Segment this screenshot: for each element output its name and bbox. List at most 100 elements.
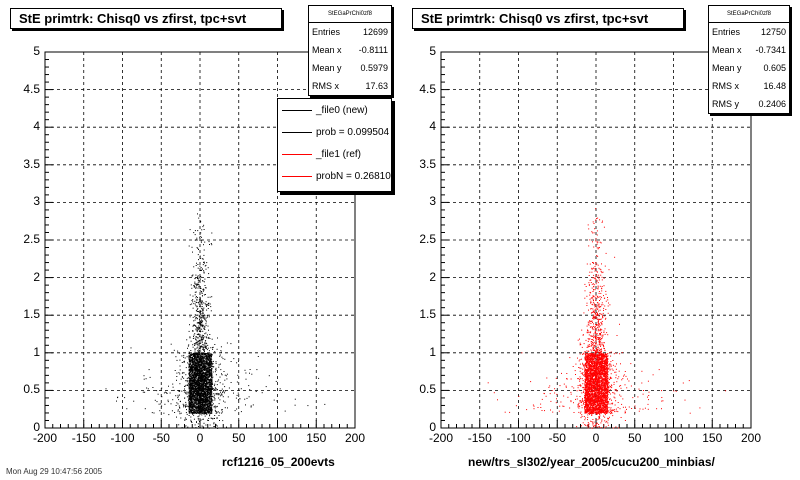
data-point bbox=[200, 346, 202, 348]
data-point bbox=[188, 362, 190, 364]
data-point bbox=[202, 377, 204, 379]
data-point bbox=[203, 391, 205, 393]
data-point bbox=[197, 419, 199, 421]
data-point bbox=[194, 282, 196, 284]
data-point bbox=[197, 364, 199, 366]
data-point bbox=[194, 408, 195, 410]
data-point bbox=[207, 392, 209, 394]
data-point bbox=[166, 392, 168, 394]
data-point bbox=[213, 385, 215, 387]
data-point bbox=[206, 364, 208, 366]
data-point bbox=[207, 384, 209, 386]
data-point bbox=[207, 267, 209, 269]
data-point bbox=[198, 280, 200, 282]
data-point bbox=[205, 264, 207, 266]
data-point bbox=[195, 374, 197, 376]
data-point bbox=[202, 396, 204, 397]
data-point bbox=[124, 382, 126, 384]
data-point bbox=[190, 402, 192, 404]
data-point bbox=[191, 395, 193, 397]
data-point bbox=[193, 390, 195, 392]
data-point bbox=[204, 318, 205, 320]
data-point bbox=[203, 317, 205, 319]
data-point bbox=[201, 369, 203, 371]
data-point bbox=[197, 353, 199, 355]
data-point bbox=[208, 396, 210, 397]
data-point bbox=[603, 408, 605, 410]
data-point bbox=[209, 366, 211, 368]
data-point bbox=[187, 392, 189, 394]
data-point bbox=[191, 359, 192, 361]
data-point bbox=[591, 364, 593, 366]
data-point bbox=[126, 408, 128, 410]
data-point bbox=[201, 300, 203, 302]
data-point bbox=[211, 378, 213, 380]
data-point bbox=[182, 372, 184, 374]
data-point bbox=[189, 374, 191, 376]
data-point bbox=[194, 333, 196, 335]
data-point bbox=[185, 391, 187, 393]
data-point bbox=[208, 412, 210, 414]
data-point bbox=[199, 330, 201, 331]
data-point bbox=[195, 412, 197, 414]
data-point bbox=[198, 333, 200, 335]
data-point bbox=[203, 413, 205, 415]
data-point bbox=[192, 397, 194, 399]
data-point bbox=[191, 412, 193, 414]
data-point bbox=[197, 385, 199, 387]
data-point bbox=[201, 425, 203, 427]
data-point bbox=[224, 386, 226, 388]
data-point bbox=[194, 286, 196, 288]
data-point bbox=[193, 363, 195, 365]
data-point bbox=[214, 407, 216, 409]
data-point bbox=[164, 391, 166, 393]
data-point bbox=[201, 373, 202, 375]
data-point bbox=[200, 406, 202, 408]
data-point bbox=[196, 343, 198, 345]
data-point bbox=[200, 306, 202, 308]
data-point bbox=[191, 373, 193, 374]
data-point bbox=[193, 395, 195, 397]
data-point bbox=[204, 346, 206, 348]
legend-line-black bbox=[282, 131, 312, 133]
legend-label: _file1 (ref) bbox=[316, 148, 362, 160]
data-point bbox=[216, 417, 218, 419]
data-point bbox=[594, 356, 596, 358]
data-point bbox=[195, 362, 197, 364]
data-point bbox=[221, 393, 223, 395]
data-point bbox=[218, 364, 220, 366]
data-point bbox=[202, 288, 204, 290]
data-point bbox=[602, 381, 604, 383]
data-point bbox=[196, 375, 198, 377]
data-point bbox=[205, 399, 207, 401]
data-point bbox=[191, 287, 193, 289]
data-point bbox=[196, 409, 198, 411]
legend-label: probN = 0.268101 bbox=[316, 170, 392, 182]
data-point bbox=[196, 421, 197, 423]
data-point bbox=[179, 373, 181, 375]
data-point bbox=[200, 220, 202, 222]
data-point bbox=[197, 369, 199, 371]
data-point bbox=[203, 289, 205, 291]
data-point bbox=[177, 403, 179, 405]
data-point bbox=[189, 408, 190, 410]
data-point bbox=[209, 404, 211, 406]
data-point bbox=[202, 401, 204, 403]
data-point bbox=[196, 318, 198, 320]
data-point bbox=[199, 377, 201, 378]
data-point bbox=[200, 291, 202, 292]
data-point bbox=[186, 413, 188, 415]
data-point bbox=[206, 379, 208, 381]
data-point bbox=[192, 377, 194, 378]
data-point bbox=[205, 301, 207, 303]
data-point bbox=[199, 421, 200, 422]
data-point bbox=[211, 412, 213, 414]
data-point bbox=[192, 274, 194, 276]
data-point bbox=[203, 272, 205, 274]
data-point bbox=[197, 370, 198, 372]
data-point bbox=[589, 373, 591, 375]
data-point bbox=[178, 424, 180, 426]
data-point bbox=[207, 377, 209, 379]
data-point bbox=[207, 303, 209, 305]
data-point bbox=[194, 410, 196, 412]
